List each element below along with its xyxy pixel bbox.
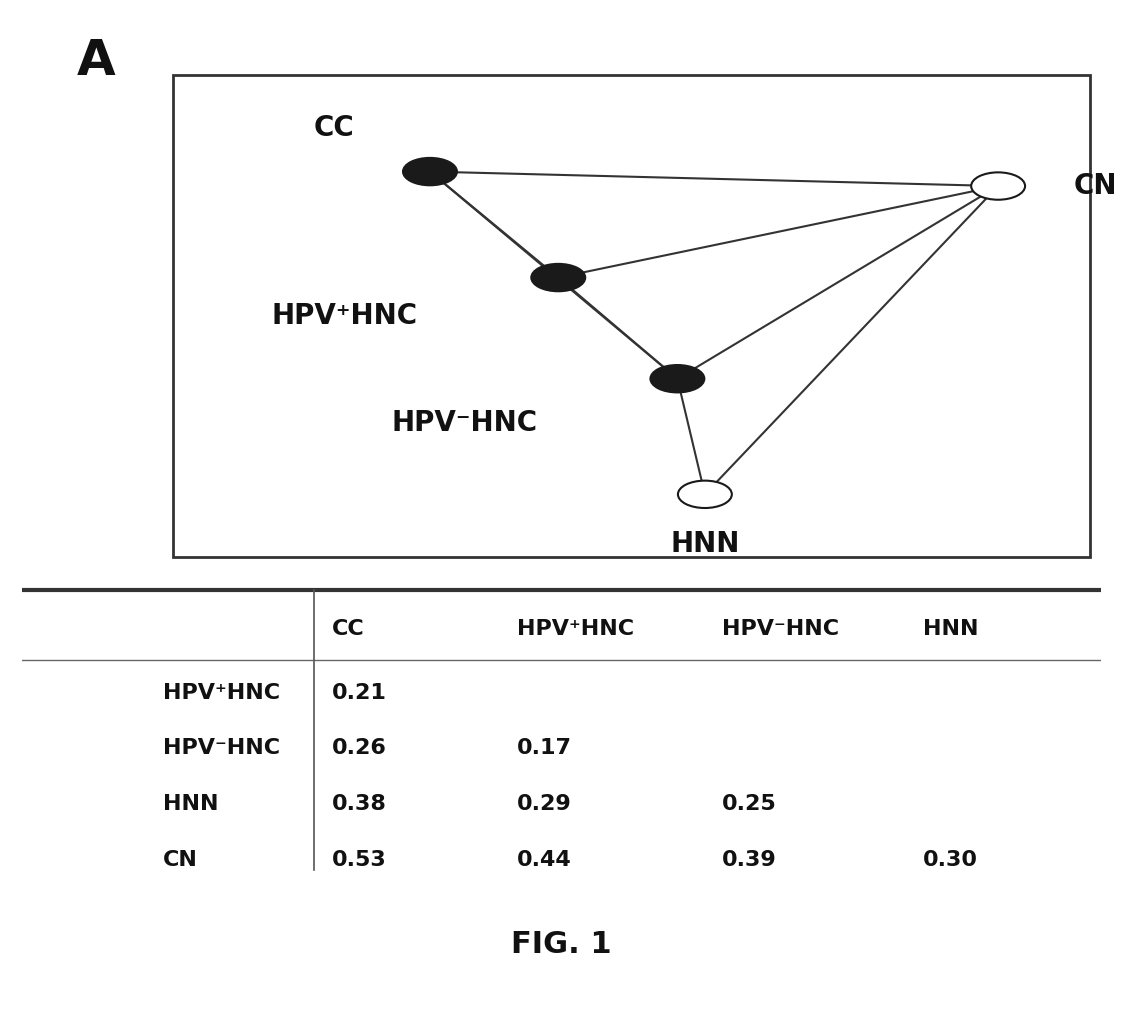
Text: 0.39: 0.39 <box>722 850 777 870</box>
Circle shape <box>650 365 704 392</box>
Circle shape <box>403 158 457 186</box>
Circle shape <box>531 264 585 291</box>
Text: 0.44: 0.44 <box>518 850 572 870</box>
Circle shape <box>678 480 732 508</box>
Text: 0.30: 0.30 <box>923 850 978 870</box>
Text: 0.21: 0.21 <box>332 682 386 703</box>
Text: HPV⁻HNC: HPV⁻HNC <box>722 619 839 639</box>
Text: HNN: HNN <box>670 529 740 557</box>
Text: HNN: HNN <box>923 619 978 639</box>
Text: 0.26: 0.26 <box>332 739 386 758</box>
Text: A: A <box>76 37 116 85</box>
Text: 0.38: 0.38 <box>332 794 386 815</box>
Bar <box>173 75 1089 557</box>
Circle shape <box>971 172 1025 200</box>
Text: 0.53: 0.53 <box>332 850 386 870</box>
Text: FIG. 1: FIG. 1 <box>511 931 612 959</box>
Text: 0.17: 0.17 <box>518 739 573 758</box>
Text: CN: CN <box>163 850 198 870</box>
Text: CC: CC <box>313 114 355 142</box>
Text: HPV⁻HNC: HPV⁻HNC <box>163 739 280 758</box>
Text: CN: CN <box>1074 172 1117 200</box>
Text: CC: CC <box>332 619 365 639</box>
Text: HPV⁺HNC: HPV⁺HNC <box>163 682 280 703</box>
Text: HPV⁺HNC: HPV⁺HNC <box>272 302 418 330</box>
Text: HNN: HNN <box>163 794 218 815</box>
Text: HPV⁻HNC: HPV⁻HNC <box>391 408 537 436</box>
Text: 0.25: 0.25 <box>722 794 777 815</box>
Text: HPV⁺HNC: HPV⁺HNC <box>518 619 634 639</box>
Text: 0.29: 0.29 <box>518 794 572 815</box>
